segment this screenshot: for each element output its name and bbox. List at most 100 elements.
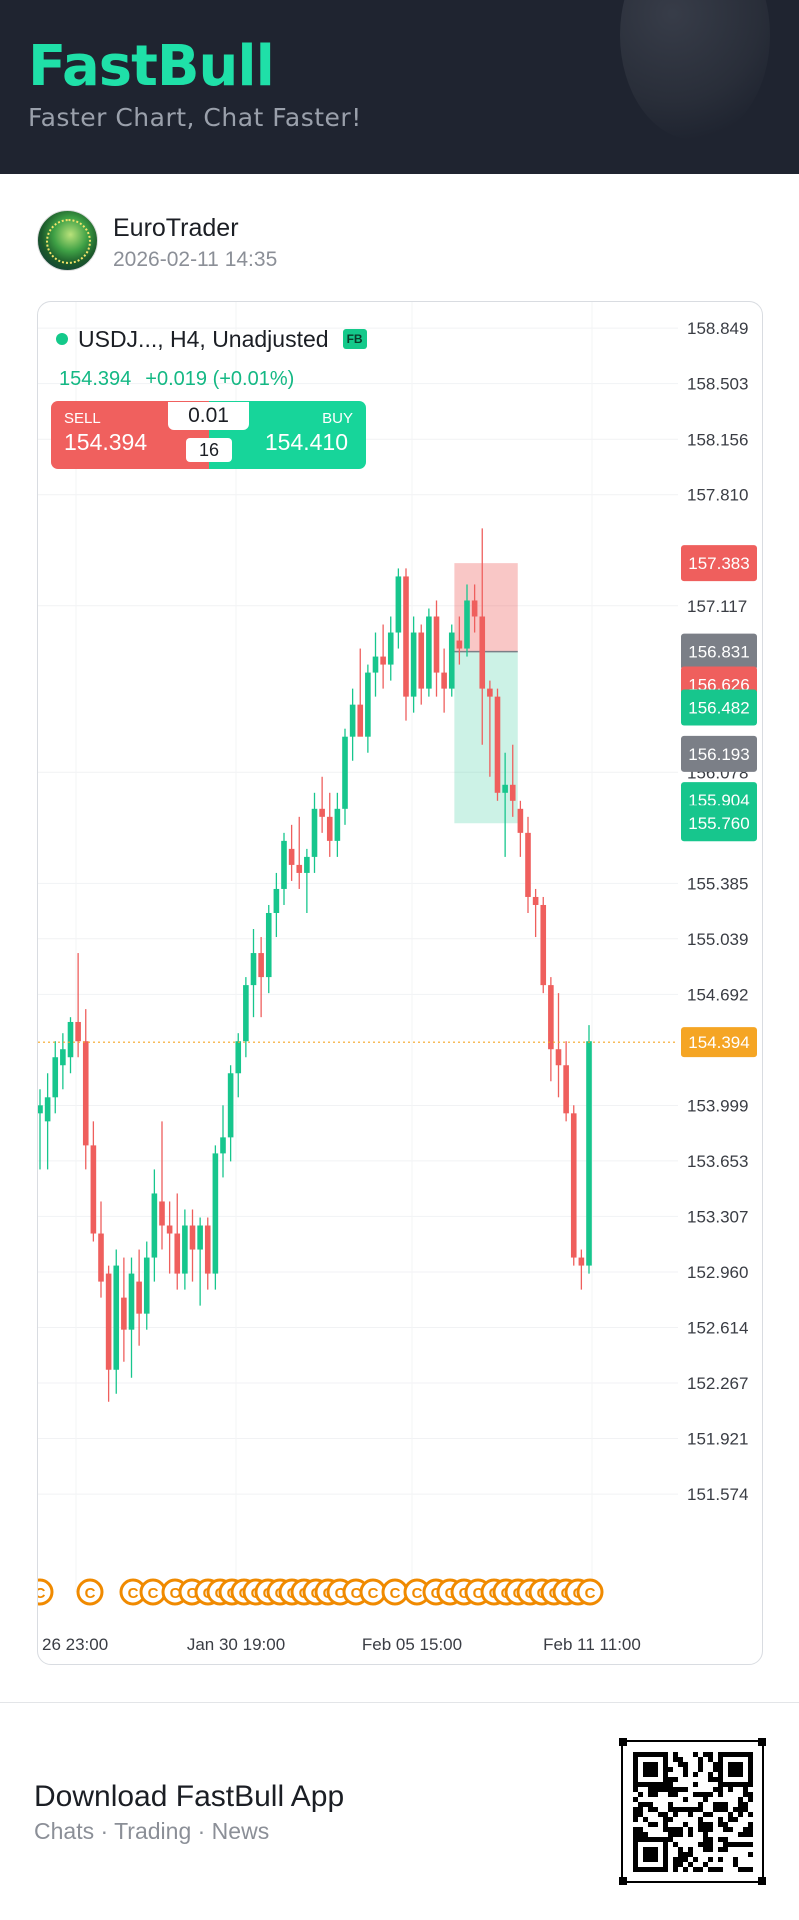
candle-body bbox=[418, 632, 425, 689]
qr-module bbox=[658, 1787, 663, 1792]
candle-body bbox=[502, 784, 508, 793]
qr-module bbox=[728, 1812, 733, 1817]
qr-module bbox=[663, 1812, 668, 1817]
qr-module bbox=[738, 1842, 743, 1847]
qr-module bbox=[703, 1752, 708, 1757]
qr-module bbox=[743, 1827, 748, 1832]
candle-body bbox=[197, 1225, 203, 1250]
candle-body bbox=[250, 953, 257, 986]
qr-border bbox=[621, 1740, 764, 1742]
qr-module bbox=[638, 1812, 643, 1817]
qr-module bbox=[708, 1757, 713, 1762]
qr-module bbox=[688, 1812, 693, 1817]
download-subtitle: Chats · Trading · News bbox=[34, 1818, 270, 1844]
qr-module bbox=[743, 1787, 748, 1792]
qr-module bbox=[673, 1757, 678, 1762]
qr-module bbox=[698, 1807, 703, 1812]
qr-module bbox=[748, 1822, 753, 1827]
lot-size-input[interactable]: 0.01 bbox=[168, 402, 249, 430]
download-title[interactable]: Download FastBull App bbox=[34, 1780, 345, 1813]
sell-button[interactable]: SELL 154.394 bbox=[51, 401, 209, 469]
qr-module bbox=[743, 1867, 748, 1872]
candle-body bbox=[52, 1057, 59, 1098]
qr-module bbox=[698, 1822, 703, 1827]
chart-card[interactable]: 158.849 158.503 158.156 157.810 157.117 156.0… bbox=[37, 301, 763, 1665]
qr-module bbox=[733, 1817, 738, 1822]
event-marker-label: C bbox=[38, 1585, 46, 1602]
qr-module bbox=[708, 1857, 713, 1862]
qr-module bbox=[743, 1842, 748, 1847]
qr-module bbox=[673, 1787, 678, 1792]
qr-module bbox=[668, 1787, 673, 1792]
symbol-row[interactable]: USDJ... , H4, Unadjusted FB bbox=[56, 324, 367, 354]
qr-module bbox=[718, 1792, 723, 1797]
candle-body bbox=[281, 840, 287, 889]
candle-body bbox=[517, 808, 524, 833]
candle-body bbox=[189, 1225, 196, 1250]
quote-row: 154.394 +0.019 (+0.01%) bbox=[59, 368, 294, 391]
qr-module bbox=[723, 1827, 728, 1832]
qr-module bbox=[678, 1847, 683, 1852]
event-marker-label: C bbox=[390, 1585, 401, 1602]
qr-module bbox=[703, 1862, 708, 1867]
qr-module bbox=[668, 1782, 673, 1787]
candle-body bbox=[273, 888, 280, 913]
qr-module bbox=[698, 1817, 703, 1822]
x-tick-label: Jan 30 19:00 bbox=[187, 1635, 285, 1654]
qr-module bbox=[678, 1807, 683, 1812]
candle-body bbox=[410, 632, 417, 697]
candle-body bbox=[265, 912, 272, 978]
qr-module bbox=[728, 1787, 733, 1792]
candle-body bbox=[90, 1145, 97, 1234]
event-marker-label: C bbox=[368, 1585, 379, 1602]
qr-border bbox=[762, 1740, 764, 1883]
qr-module bbox=[673, 1807, 678, 1812]
qr-module bbox=[673, 1792, 678, 1797]
qr-module bbox=[668, 1807, 673, 1812]
qr-module bbox=[638, 1827, 643, 1832]
qr-module bbox=[668, 1827, 673, 1832]
qr-module bbox=[673, 1867, 678, 1872]
qr-module bbox=[718, 1787, 723, 1792]
qr-module bbox=[698, 1827, 703, 1832]
qr-module bbox=[708, 1792, 713, 1797]
qr-module bbox=[683, 1852, 688, 1857]
author-name[interactable]: EuroTrader bbox=[113, 214, 239, 242]
candle-body bbox=[220, 1137, 226, 1154]
qr-module bbox=[743, 1802, 748, 1807]
qr-module bbox=[648, 1807, 653, 1812]
qr-module bbox=[718, 1822, 723, 1827]
qr-module bbox=[678, 1857, 683, 1862]
qr-module bbox=[708, 1777, 713, 1782]
price-tag bbox=[681, 545, 757, 582]
candle-body bbox=[121, 1297, 127, 1330]
qr-module bbox=[748, 1797, 753, 1802]
candle-body bbox=[204, 1225, 211, 1274]
qr-module bbox=[653, 1792, 658, 1797]
take-profit-zone bbox=[454, 651, 518, 824]
avatar[interactable] bbox=[37, 210, 98, 271]
qr-module bbox=[648, 1802, 653, 1807]
qr-module bbox=[693, 1807, 698, 1812]
buy-price: 154.410 bbox=[264, 429, 348, 455]
candle-body bbox=[456, 640, 463, 649]
qr-module bbox=[718, 1817, 723, 1822]
qr-module bbox=[708, 1867, 713, 1872]
qr-module bbox=[708, 1837, 713, 1842]
candlestick-chart[interactable]: 158.849158.503158.156157.810157.117156.0… bbox=[38, 302, 763, 1665]
qr-code-icon[interactable] bbox=[619, 1738, 766, 1885]
qr-module bbox=[698, 1792, 703, 1797]
price-tag-label: 157.383 bbox=[688, 554, 749, 573]
qr-module bbox=[728, 1842, 733, 1847]
qr-module bbox=[733, 1807, 738, 1812]
qr-module bbox=[728, 1817, 733, 1822]
qr-module bbox=[678, 1827, 683, 1832]
qr-module bbox=[678, 1862, 683, 1867]
candle-body bbox=[98, 1233, 104, 1282]
price-tag-label: 156.482 bbox=[688, 699, 749, 718]
event-marker-label: C bbox=[85, 1585, 96, 1602]
candle-body bbox=[395, 576, 402, 633]
price-tag bbox=[681, 689, 757, 726]
candle-body bbox=[548, 985, 554, 1050]
qr-module bbox=[673, 1752, 678, 1757]
